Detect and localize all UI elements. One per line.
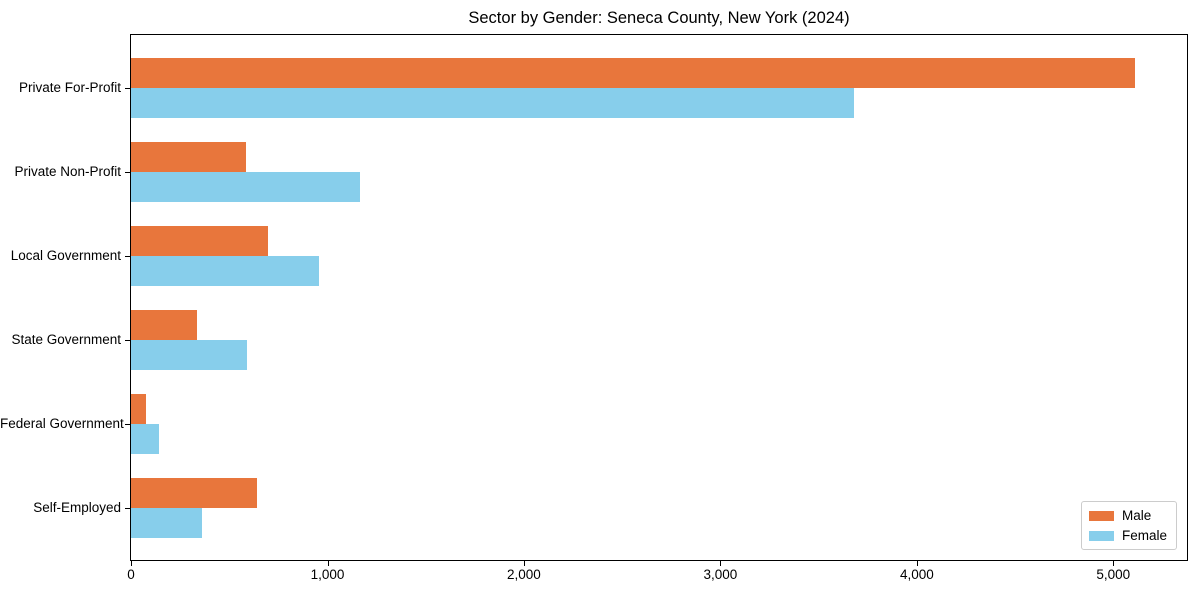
bar-state-government-male (131, 310, 197, 340)
y-tick-mark (125, 424, 130, 425)
legend-label-female: Female (1121, 528, 1167, 543)
legend-item-male: Male (1088, 508, 1167, 523)
x-tick-label: 2,000 (506, 567, 541, 582)
bar-self-employed-male (131, 478, 257, 508)
bar-federal-government-male (131, 394, 146, 424)
x-tick-label: 0 (127, 567, 135, 582)
legend-swatch-female-icon (1088, 530, 1114, 541)
y-tick-label-private-non-profit: Private Non-Profit (14, 164, 121, 179)
legend: Male Female (1080, 501, 1177, 550)
legend-label-male: Male (1121, 508, 1152, 523)
plot-area: Male Female (130, 34, 1188, 561)
y-tick-mark (125, 508, 130, 509)
bar-local-government-male (131, 226, 268, 256)
y-tick-label-self-employed: Self-Employed (33, 500, 121, 515)
bar-private-non-profit-male (131, 142, 246, 172)
x-tick-label: 1,000 (310, 567, 345, 582)
y-tick-label-federal-government: Federal Government (0, 416, 124, 431)
legend-item-female: Female (1088, 528, 1167, 543)
bar-state-government-female (131, 340, 247, 370)
x-tick-mark (916, 561, 918, 566)
y-tick-label-private-for-profit: Private For-Profit (18, 80, 121, 95)
x-tick-mark (1113, 561, 1115, 566)
legend-swatch-male-icon (1088, 510, 1114, 521)
y-tick-mark (125, 172, 130, 173)
x-tick-label: 4,000 (899, 567, 934, 582)
bar-private-for-profit-female (131, 88, 854, 118)
x-tick-mark (720, 561, 722, 566)
y-tick-label-state-government: State Government (11, 332, 121, 347)
x-tick-label: 5,000 (1096, 567, 1131, 582)
bar-private-non-profit-female (131, 172, 360, 202)
y-tick-mark (125, 340, 130, 341)
chart-title: Sector by Gender: Seneca County, New Yor… (468, 9, 850, 27)
x-tick-mark (327, 561, 329, 566)
y-tick-mark (125, 256, 130, 257)
x-tick-label: 3,000 (703, 567, 738, 582)
y-tick-label-local-government: Local Government (10, 248, 121, 263)
bar-self-employed-female (131, 508, 202, 538)
y-tick-mark (125, 88, 130, 89)
x-tick-mark (523, 561, 525, 566)
bar-private-for-profit-male (131, 58, 1135, 88)
bar-local-government-female (131, 256, 319, 286)
bar-federal-government-female (131, 424, 159, 454)
x-tick-mark (131, 561, 132, 566)
